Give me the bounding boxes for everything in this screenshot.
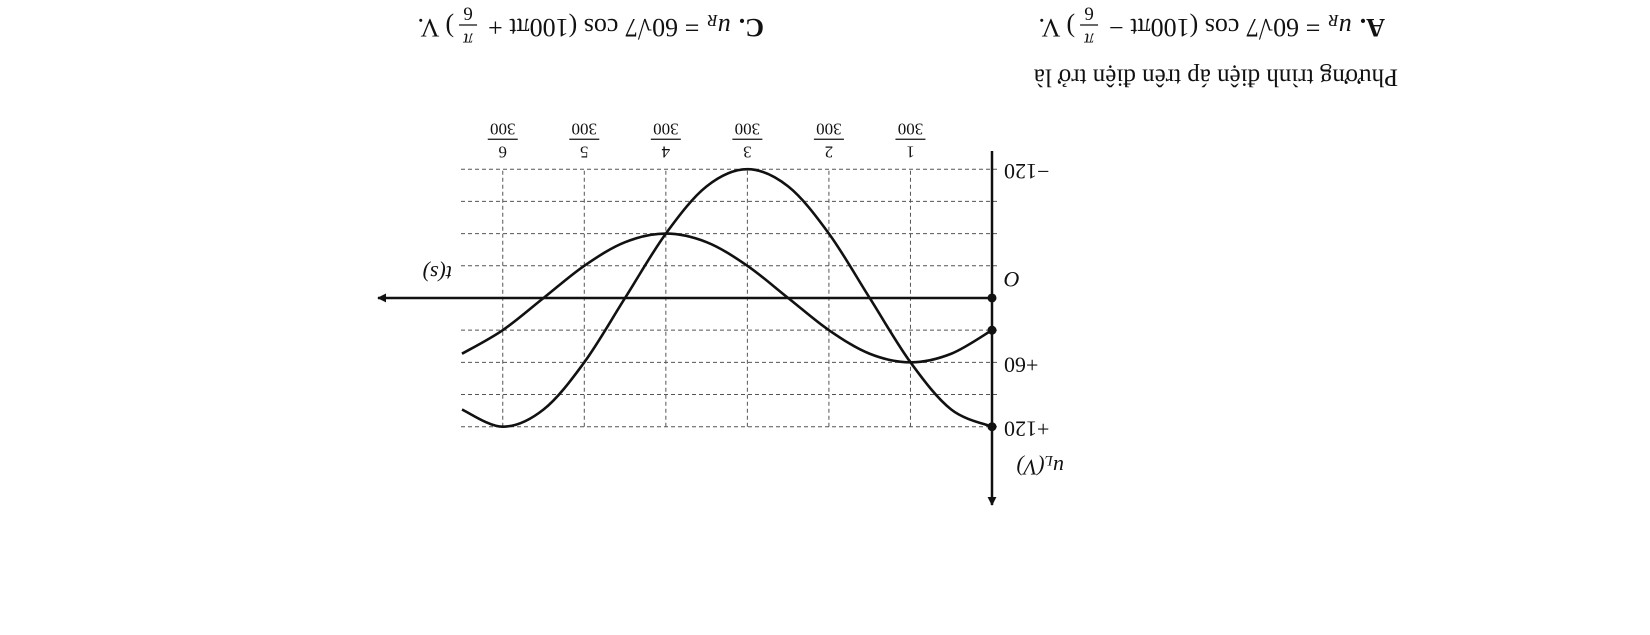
start-dot xyxy=(987,422,997,432)
curve xyxy=(461,167,993,428)
curve xyxy=(461,232,993,364)
option-text: A. uR = 60√7 cos (100πt − xyxy=(1109,11,1385,42)
x-tick-denominator: 300 xyxy=(490,119,516,138)
x-tick-denominator: 300 xyxy=(735,119,761,138)
question-prompt: Phương trình điện áp trên điện trở là xyxy=(1034,63,1398,90)
x-tick-numerator: 6 xyxy=(499,142,508,161)
x-axis-label: t(s) xyxy=(423,261,452,286)
x-tick-denominator: 300 xyxy=(898,119,924,138)
option-variable: u xyxy=(718,13,731,42)
y-tick-label: −120 xyxy=(1004,159,1049,184)
x-tick-denominator: 300 xyxy=(816,119,842,138)
option-label: C. xyxy=(739,13,764,42)
option-tail: ) V. xyxy=(1038,13,1075,42)
fraction-numerator: π xyxy=(1084,29,1094,50)
y-tick-label: +120 xyxy=(1004,417,1049,442)
option-subscript: R xyxy=(707,11,719,30)
x-tick-numerator: 4 xyxy=(661,142,670,161)
option-subscript: R xyxy=(1328,11,1340,30)
x-tick-denominator: 300 xyxy=(653,119,679,138)
fraction-denominator: 6 xyxy=(463,3,473,24)
start-dot xyxy=(987,325,997,335)
y-tick-label: O xyxy=(1004,267,1020,292)
y-axis-label: uL(V) xyxy=(1017,452,1064,480)
fraction-denominator: 6 xyxy=(1084,3,1094,24)
option-tail: ) V. xyxy=(417,13,454,42)
x-tick-numerator: 2 xyxy=(825,142,834,161)
option-variable: u xyxy=(1339,13,1352,42)
x-tick-numerator: 5 xyxy=(580,142,589,161)
option-expression: = 60√7 cos (100πt + xyxy=(488,13,699,42)
fraction-numerator: π xyxy=(463,29,473,50)
y-label-subscript: L xyxy=(1045,452,1054,468)
option-expression: = 60√7 cos (100πt − xyxy=(1109,13,1320,42)
x-tick-numerator: 1 xyxy=(906,142,915,161)
x-tick-numerator: 3 xyxy=(743,142,752,161)
rotated-content: +120+60O−120130023003300430053006300uL(V… xyxy=(377,3,1398,506)
option-text: C. uR = 60√7 cos (100πt + xyxy=(488,11,764,42)
option-label: A. xyxy=(1360,13,1385,42)
y-tick-label: +60 xyxy=(1004,352,1038,377)
y-label-symbol: u xyxy=(1053,455,1064,480)
x-tick-denominator: 300 xyxy=(572,119,598,138)
origin-dot xyxy=(987,293,997,303)
y-label-unit: (V) xyxy=(1017,455,1045,480)
